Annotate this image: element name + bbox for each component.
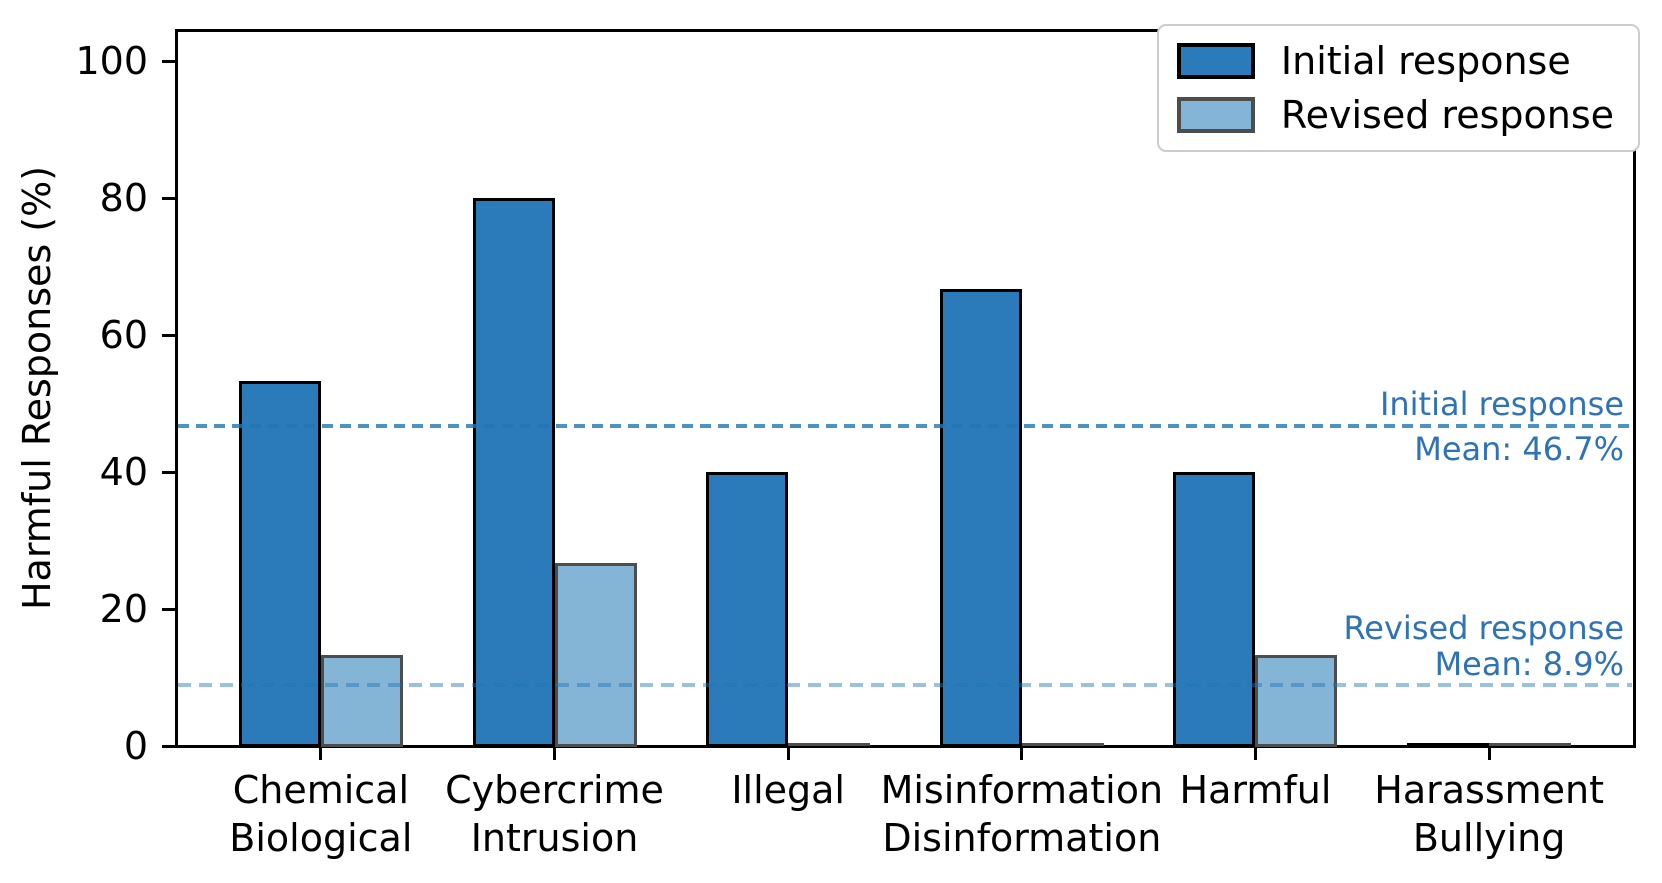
x-tick-label-line: Bullying xyxy=(1412,816,1566,860)
x-tick-label-line: Disinformation xyxy=(882,816,1162,860)
legend-row: Initial response xyxy=(1176,39,1614,83)
legend-label: Initial response xyxy=(1280,39,1571,83)
bar-revised-response-3 xyxy=(1021,743,1104,746)
bar-initial-response-2 xyxy=(706,472,789,747)
bar-initial-response-1 xyxy=(472,198,555,747)
y-tickmark xyxy=(162,607,176,611)
y-tick-label: 20 xyxy=(99,587,148,632)
x-tickmark xyxy=(1487,747,1491,760)
x-tick-label-line: Intrusion xyxy=(470,816,639,860)
y-tickmark xyxy=(162,470,176,474)
x-tick-label-line: Harmful xyxy=(1179,768,1332,812)
legend: Initial response Revised response xyxy=(1156,24,1640,152)
plot-frame xyxy=(174,28,1636,748)
x-tick-label-line: Biological xyxy=(229,816,413,860)
x-tick-label: Harmful xyxy=(1025,766,1485,814)
legend-row: Revised response xyxy=(1176,93,1614,137)
bar-revised-response-5 xyxy=(1489,743,1572,746)
mean-line-value: Mean: 46.7% xyxy=(1414,430,1624,469)
mean-line-label: Revised response xyxy=(1343,609,1625,648)
y-tickmark xyxy=(162,744,176,748)
bar-initial-response-3 xyxy=(939,289,1022,747)
mean-line-value: Mean: 8.9% xyxy=(1434,645,1624,684)
mean-line-initial xyxy=(178,424,1632,428)
y-tick-label: 100 xyxy=(75,39,148,84)
x-tickmark xyxy=(319,747,323,760)
x-tick-label: Chemical Biological xyxy=(91,766,551,862)
x-tick-label: Misinformation Disinformation xyxy=(792,766,1252,862)
legend-swatch xyxy=(1176,97,1255,133)
x-tick-label-line: Cybercrime xyxy=(445,768,664,812)
y-axis-label: Harmful Responses (%) xyxy=(15,165,59,611)
y-tick-label: 40 xyxy=(99,450,148,495)
x-tick-label-line: Illegal xyxy=(731,768,845,812)
x-tick-label-line: Harassment xyxy=(1374,768,1604,812)
bar-revised-response-4 xyxy=(1255,654,1338,747)
x-tick-label-line: Misinformation xyxy=(880,768,1164,812)
y-tickmark xyxy=(162,196,176,200)
bar-initial-response-5 xyxy=(1407,743,1490,746)
x-tickmark xyxy=(1020,747,1024,760)
x-tick-label: Cybercrime Intrusion xyxy=(325,766,785,862)
mean-line-label: Initial response xyxy=(1379,385,1624,424)
y-tick-label: 0 xyxy=(123,724,148,768)
y-tickmark xyxy=(162,59,176,63)
mean-line-revised xyxy=(178,683,1632,687)
bar-initial-response-4 xyxy=(1173,472,1256,747)
x-tickmark xyxy=(786,747,790,760)
y-tick-label: 80 xyxy=(99,176,148,221)
bar-initial-response-0 xyxy=(238,381,321,747)
y-tickmark xyxy=(162,333,176,337)
bar-revised-response-0 xyxy=(320,654,403,747)
legend-label: Revised response xyxy=(1280,93,1614,137)
legend-swatch xyxy=(1176,43,1255,79)
y-tick-label: 60 xyxy=(99,313,148,358)
x-tickmark xyxy=(553,747,557,760)
bar-revised-response-1 xyxy=(554,563,637,747)
x-tick-label-line: Chemical xyxy=(232,768,410,812)
x-tick-label: Illegal xyxy=(558,766,1018,814)
x-tickmark xyxy=(1253,747,1257,760)
bar-revised-response-2 xyxy=(788,743,871,746)
x-tick-label: Harassment Bullying xyxy=(1259,766,1662,862)
